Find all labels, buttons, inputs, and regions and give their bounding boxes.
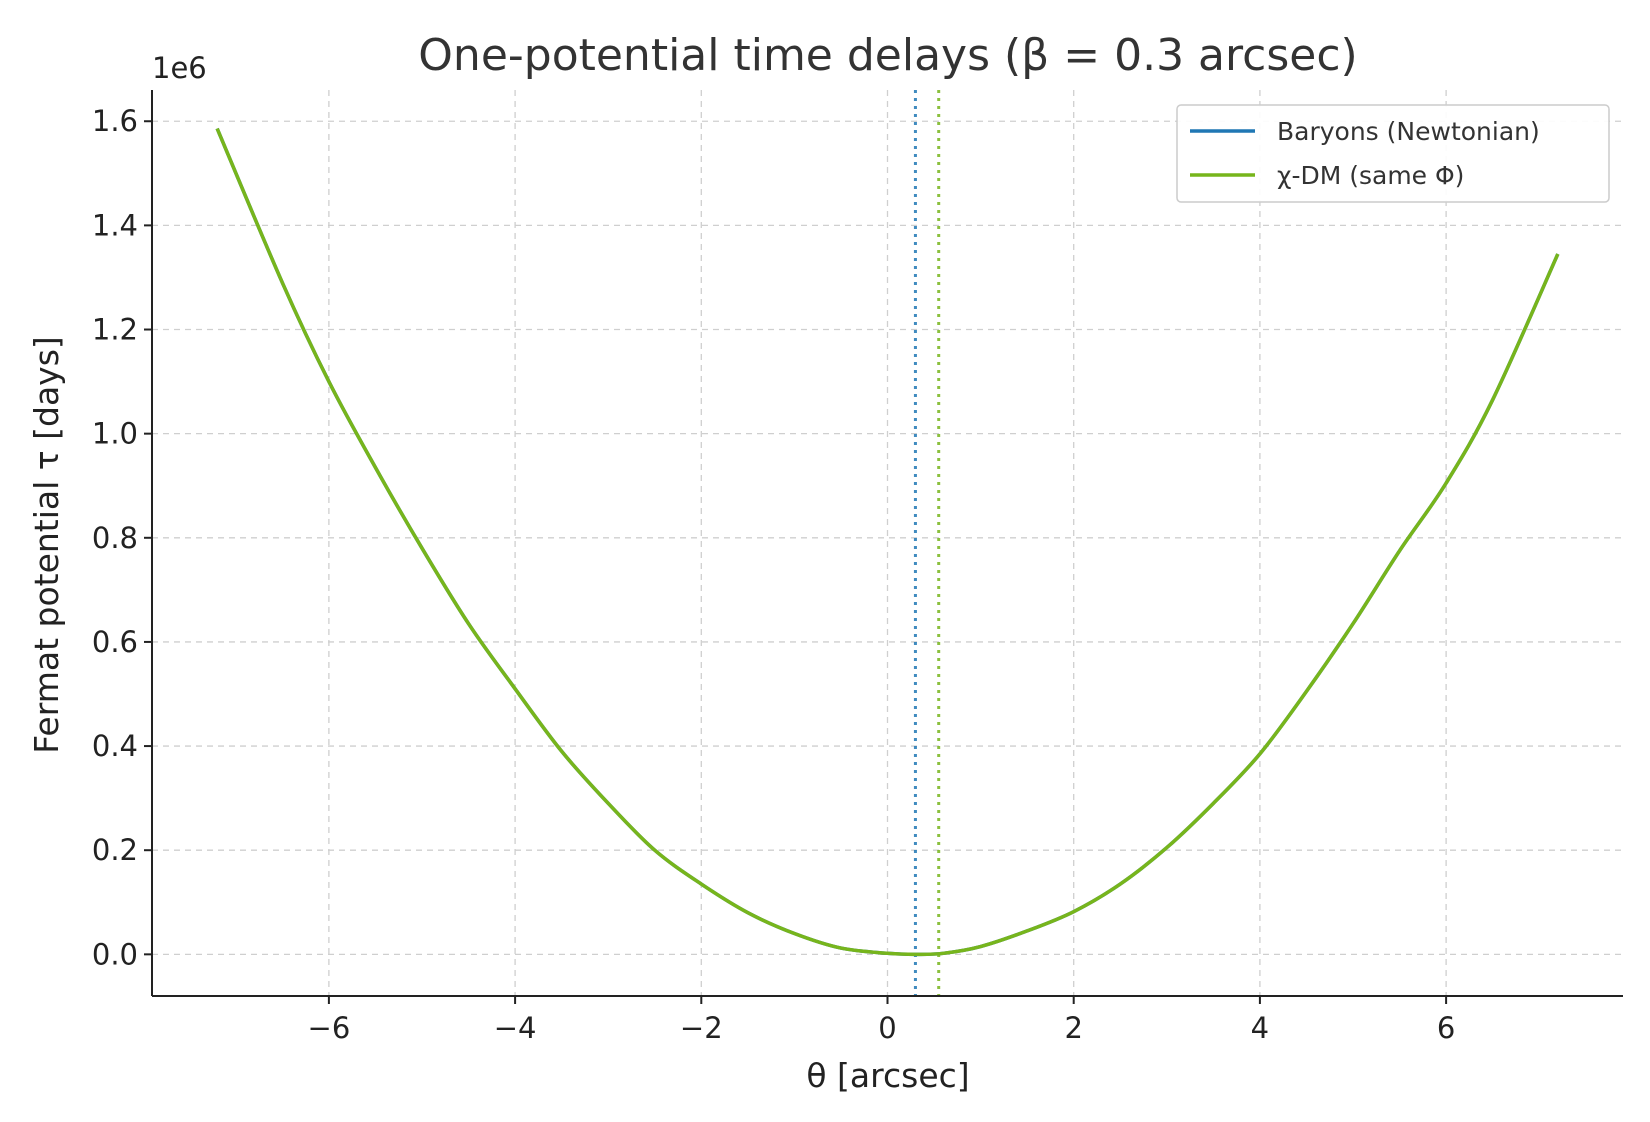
x-tick-label-2: −2 bbox=[680, 1011, 723, 1045]
y-tick-label-2: 0.4 bbox=[92, 729, 138, 763]
x-tick-label-4: 2 bbox=[1064, 1011, 1082, 1045]
x-tick-label-5: 4 bbox=[1251, 1011, 1269, 1045]
series-lines bbox=[215, 127, 1560, 957]
x-tick-label-1: −4 bbox=[494, 1011, 537, 1045]
y-offset-label: 1e6 bbox=[152, 51, 207, 85]
y-tick-label-4: 0.8 bbox=[92, 521, 138, 555]
legend: Baryons (Newtonian) χ-DM (same Φ) bbox=[1176, 104, 1610, 203]
legend-label-baryons: Baryons (Newtonian) bbox=[1277, 117, 1540, 146]
y-tick-label-6: 1.2 bbox=[92, 313, 138, 347]
legend-label-chi-dm: χ-DM (same Φ) bbox=[1277, 161, 1464, 190]
reference-lines bbox=[913, 90, 941, 996]
x-tick-label-3: 0 bbox=[878, 1011, 896, 1045]
y-tick-label-3: 0.6 bbox=[92, 625, 138, 659]
y-tick-label-0: 0.0 bbox=[92, 937, 138, 971]
y-axis-label: Fermat potential τ [days] bbox=[27, 336, 66, 754]
x-tick-label-6: 6 bbox=[1437, 1011, 1455, 1045]
x-axis-label: θ [arcsec] bbox=[806, 1056, 969, 1095]
series-line-1 bbox=[215, 127, 1560, 957]
y-tick-label-1: 0.2 bbox=[92, 833, 138, 867]
x-tick-label-0: −6 bbox=[308, 1011, 351, 1045]
y-ticks: 0.0 0.2 0.4 0.6 0.8 1.0 1.2 1.4 1.6 bbox=[92, 104, 152, 971]
chart-title: One-potential time delays (β = 0.3 arcse… bbox=[418, 30, 1357, 81]
y-tick-label-7: 1.4 bbox=[92, 208, 138, 242]
x-ticks: −6 −4 −2 0 2 4 6 bbox=[308, 996, 1455, 1045]
grid bbox=[152, 90, 1623, 996]
legend-box bbox=[1176, 104, 1610, 203]
y-tick-label-8: 1.6 bbox=[92, 104, 138, 138]
y-tick-label-5: 1.0 bbox=[92, 417, 138, 451]
